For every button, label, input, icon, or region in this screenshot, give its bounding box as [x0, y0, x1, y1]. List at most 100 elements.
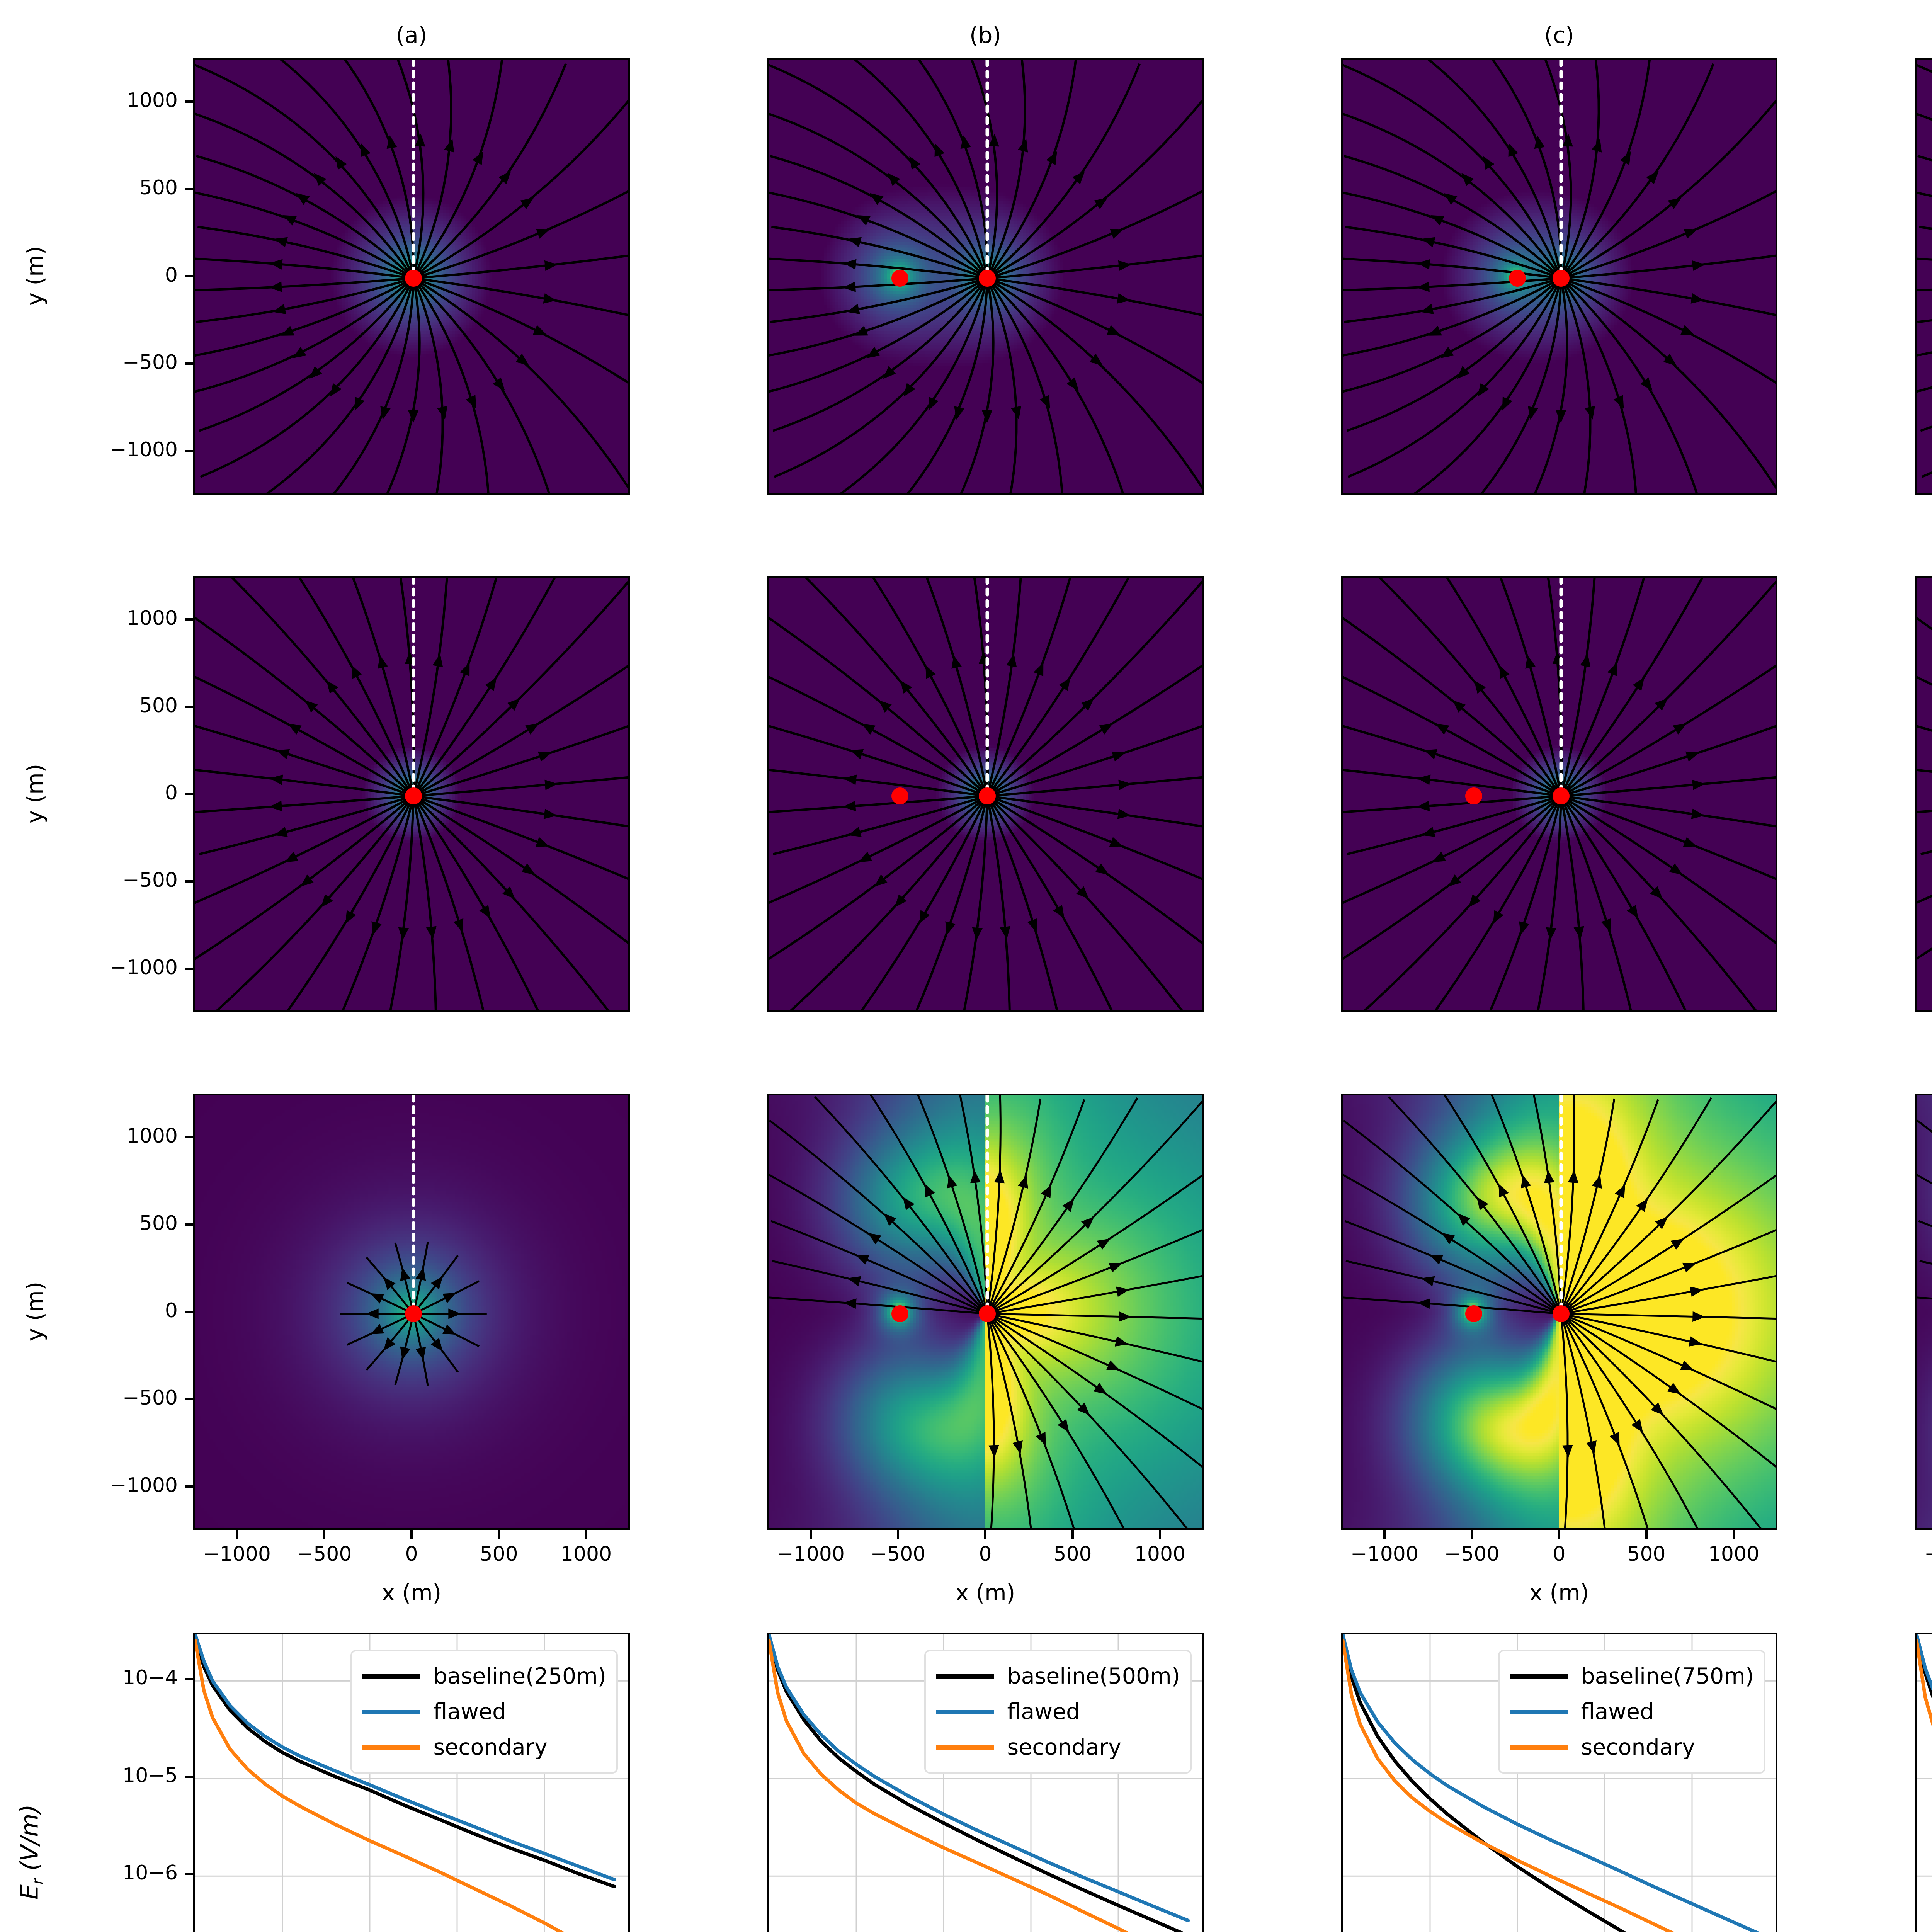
legend-swatch-flawed	[936, 1709, 994, 1714]
y-tick-mark	[185, 618, 193, 621]
well-marker	[891, 1305, 908, 1322]
series-line-flawed	[769, 1634, 1190, 1922]
y-tick-mark	[185, 1311, 193, 1313]
x-tick-mark	[1733, 1530, 1735, 1539]
map-panel-d-row1	[1915, 58, 1932, 495]
legend-swatch-flawed	[1510, 1709, 1568, 1714]
streamline-overlay	[769, 1095, 1202, 1528]
x-tick-label: −1000	[1350, 1543, 1418, 1566]
legend-label: baseline(250m)	[433, 1663, 606, 1689]
plot-area	[193, 1094, 630, 1530]
well-marker	[1465, 1305, 1482, 1322]
y-tick-label: 1000	[126, 1124, 178, 1148]
well-marker	[1509, 270, 1526, 287]
field-heatmap	[1917, 578, 1932, 1010]
y-tick-label: 10−6	[122, 1861, 178, 1885]
x-tick-label: −500	[1444, 1543, 1500, 1566]
y-tick-mark	[185, 450, 193, 452]
y-tick-mark	[185, 275, 193, 277]
chart-canvas	[1917, 1634, 1932, 1877]
y-tick-mark	[185, 793, 193, 795]
x-tick-mark	[498, 1530, 500, 1539]
well-marker	[979, 1305, 996, 1322]
legend-swatch-secondary	[936, 1745, 994, 1750]
y-axis-label: y (m)	[22, 246, 48, 306]
legend-entry: flawed	[362, 1694, 606, 1730]
column-title-3: (c)	[1544, 22, 1574, 48]
legend-swatch-baseline	[362, 1674, 420, 1679]
x-tick-mark	[1645, 1530, 1648, 1539]
x-axis-label: x (m)	[955, 1580, 1015, 1606]
plot-area: noise floorbaseline(2000m)flawedsecondar…	[1915, 1633, 1932, 1932]
x-tick-label: 0	[405, 1543, 418, 1566]
map-panel-a-row3	[193, 1094, 630, 1530]
map-panel-d-row3	[1915, 1094, 1932, 1530]
x-tick-mark	[984, 1530, 986, 1539]
plot-area	[1341, 1094, 1777, 1530]
legend-entry: flawed	[936, 1694, 1180, 1730]
x-tick-mark	[1471, 1530, 1473, 1539]
legend-swatch-baseline	[936, 1674, 994, 1679]
streamline-overlay	[769, 578, 1202, 1010]
plot-area	[1915, 58, 1932, 495]
series-line-baseline-250m-	[195, 1634, 616, 1888]
x-tick-mark	[1159, 1530, 1161, 1539]
series-line-flawed	[1343, 1634, 1760, 1932]
column-title-4: (d)	[1915, 24, 1932, 46]
x-tick-label: 500	[1627, 1543, 1666, 1566]
map-panel-d-row2	[1915, 576, 1932, 1012]
plot-area	[767, 1094, 1204, 1530]
y-axis-label: y (m)	[22, 1281, 48, 1342]
legend-label: baseline(500m)	[1007, 1663, 1180, 1689]
y-tick-label: −500	[122, 351, 178, 374]
legend-label: secondary	[433, 1735, 548, 1760]
plot-area	[193, 58, 630, 495]
x-axis-label: x (m)	[1529, 1580, 1589, 1606]
y-tick-mark	[185, 188, 193, 190]
well-marker	[979, 270, 996, 287]
y-tick-label: −500	[122, 869, 178, 892]
legend-entry: secondary	[362, 1730, 606, 1765]
streamline-overlay	[1343, 578, 1776, 1010]
well-marker	[405, 787, 422, 804]
profile-panel-d: noise floorbaseline(2000m)flawedsecondar…	[1915, 1633, 1932, 1932]
x-axis-label: x (m)	[381, 1580, 442, 1606]
legend-label: flawed	[1581, 1699, 1654, 1725]
series-line-secondary	[1343, 1639, 1675, 1932]
x-tick-mark	[585, 1530, 587, 1539]
legend-swatch-baseline	[1510, 1674, 1568, 1679]
y-tick-label: 10−4	[122, 1666, 178, 1690]
x-tick-label: 0	[1553, 1543, 1566, 1566]
y-tick-mark	[185, 880, 193, 883]
streamline-overlay	[1917, 64, 1932, 478]
x-tick-mark	[897, 1530, 899, 1539]
y-tick-label: 1000	[126, 89, 178, 112]
map-panel-a-row2	[193, 576, 630, 1012]
x-tick-mark	[1558, 1530, 1560, 1539]
y-tick-label: 0	[165, 781, 178, 804]
x-axis-label: x (m)	[1915, 1580, 1932, 1606]
legend: baseline(750m) flawed secondary	[1498, 1650, 1765, 1774]
legend-swatch-flawed	[362, 1709, 420, 1714]
legend-swatch-secondary	[1510, 1745, 1568, 1750]
plot-area	[767, 576, 1204, 1012]
map-panel-b-row3	[767, 1094, 1204, 1530]
legend-swatch-secondary	[362, 1745, 420, 1750]
y-tick-label: 0	[165, 1299, 178, 1322]
y-tick-mark	[185, 100, 193, 103]
y-tick-label: −1000	[110, 1474, 178, 1497]
x-tick-label: 500	[480, 1543, 518, 1566]
well-marker	[1553, 787, 1570, 804]
y-tick-label: −1000	[110, 438, 178, 461]
y-tick-mark	[185, 1775, 193, 1778]
y-tick-label: −500	[122, 1386, 178, 1410]
series-line-secondary	[195, 1639, 565, 1932]
x-tick-label: 500	[1053, 1543, 1092, 1566]
streamline-overlay	[769, 60, 1202, 493]
